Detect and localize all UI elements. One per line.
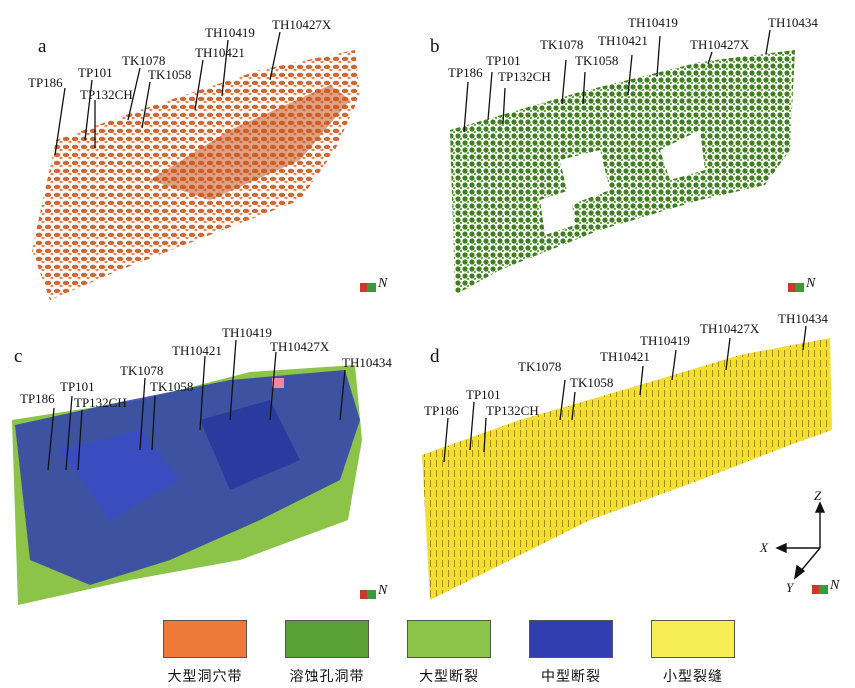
legend-swatch — [285, 620, 369, 658]
panel-label-b: b — [430, 36, 440, 57]
well-label: TP132CH — [74, 395, 127, 410]
axis-y-label: Y — [786, 580, 794, 595]
legend-label: 小型裂缝 — [663, 669, 723, 685]
legend-label: 大型断裂 — [419, 669, 479, 685]
legend-label: 中型断裂 — [541, 669, 601, 685]
panel-label-a: a — [38, 36, 47, 57]
well-label: TK1078 — [120, 363, 164, 378]
well-label: TP101 — [486, 53, 521, 68]
legend-item: 中型断裂 — [521, 620, 621, 686]
well-label: TP132CH — [486, 403, 539, 418]
well-label: TP101 — [60, 379, 95, 394]
axis-x-label: X — [760, 540, 768, 555]
legend-swatch — [529, 620, 613, 658]
panel-d-body — [422, 338, 832, 600]
legend-label: 大型洞穴带 — [167, 669, 243, 685]
well-label: TH10434 — [342, 355, 392, 370]
legend-label: 溶蚀孔洞带 — [289, 669, 365, 685]
legend-swatch — [163, 620, 247, 658]
well-label: TH10419 — [640, 333, 690, 348]
panel-c-body — [12, 365, 362, 605]
well-label: TP132CH — [80, 87, 133, 102]
north-label: N — [378, 583, 388, 598]
well-label: TH10419 — [628, 15, 678, 30]
well-label: TK1058 — [575, 53, 619, 68]
well-label: TH10427X — [270, 339, 330, 354]
panel-b-body — [450, 50, 795, 295]
well-label: TK1078 — [122, 53, 166, 68]
legend-swatch — [407, 620, 491, 658]
well-label: TP186 — [424, 403, 459, 418]
north-label: N — [830, 578, 840, 593]
well-label: TP101 — [78, 65, 113, 80]
north-label: N — [378, 276, 388, 291]
well-label: TH10419 — [222, 325, 272, 340]
legend-item: 大型断裂 — [399, 620, 499, 686]
well-label: TH10419 — [205, 25, 255, 40]
well-label: TH10421 — [598, 33, 648, 48]
well-label: TH10421 — [172, 343, 222, 358]
panel-label-c: c — [14, 346, 23, 367]
well-label: TP186 — [20, 391, 55, 406]
well-label: TH10427X — [700, 321, 760, 336]
well-label: TH10434 — [768, 15, 818, 30]
axis-z-label: Z — [814, 488, 822, 503]
panel-a-body — [32, 50, 360, 300]
panel-label-d: d — [430, 346, 440, 367]
well-label: TP186 — [448, 65, 483, 80]
legend-item: 大型洞穴带 — [155, 620, 255, 686]
well-label: TP132CH — [498, 69, 551, 84]
xyz-axes — [775, 501, 826, 580]
legend: 大型洞穴带 溶蚀孔洞带 大型断裂 中型断裂 小型裂缝 — [0, 620, 855, 688]
well-label: TK1058 — [150, 379, 194, 394]
well-lines — [47, 29, 807, 471]
well-label: TP101 — [466, 387, 501, 402]
well-label: TK1058 — [570, 375, 614, 390]
well-label: TK1078 — [540, 37, 584, 52]
legend-item: 溶蚀孔洞带 — [277, 620, 377, 686]
well-label: TP186 — [28, 75, 63, 90]
compass-cubes — [360, 283, 828, 599]
well-label: TK1058 — [148, 67, 192, 82]
legend-item: 小型裂缝 — [643, 620, 743, 686]
well-label: TH10421 — [600, 349, 650, 364]
well-label: TH10434 — [778, 311, 828, 326]
well-label: TH10421 — [195, 45, 245, 60]
legend-swatch — [651, 620, 735, 658]
well-label: TK1078 — [518, 359, 562, 374]
north-label: N — [806, 276, 816, 291]
well-label: TH10427X — [272, 17, 332, 32]
well-label: TH10427X — [690, 37, 750, 52]
